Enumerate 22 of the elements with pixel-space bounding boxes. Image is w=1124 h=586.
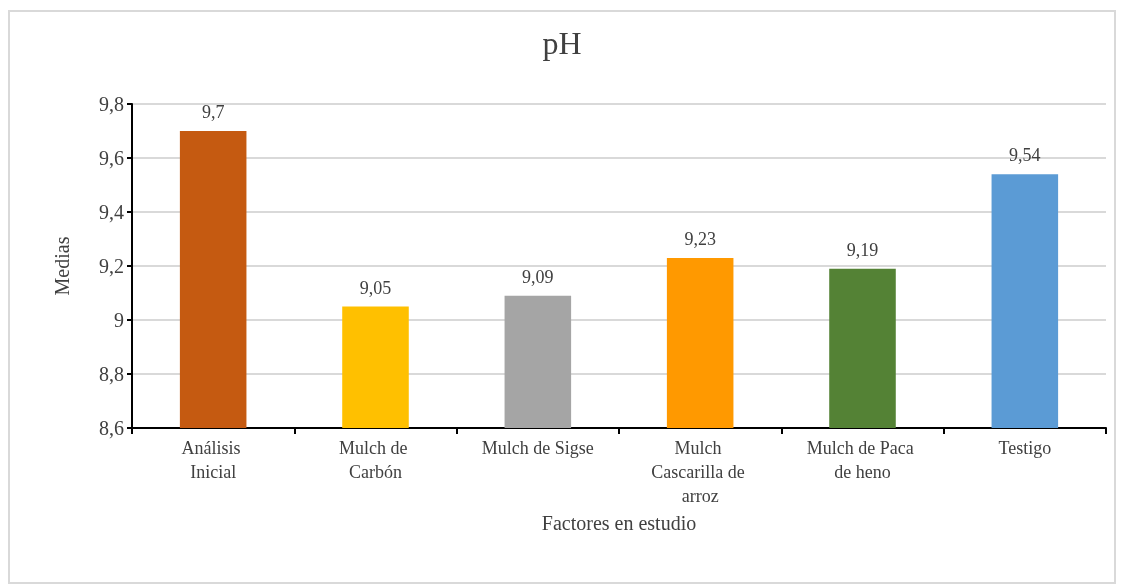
- data-label: 9,23: [684, 228, 716, 249]
- y-tick-label: 9,2: [99, 255, 124, 277]
- y-tick-label: 9,8: [99, 93, 124, 115]
- y-axis-title: Medias: [51, 236, 73, 296]
- x-tick-label: Mulch de Paca de heno: [806, 438, 919, 482]
- y-tick-label: 8,8: [99, 363, 124, 385]
- y-tick-label: 9,6: [99, 147, 124, 169]
- y-tick-label: 8,6: [99, 417, 124, 439]
- data-label: 9,05: [359, 277, 392, 298]
- chart-title: pH: [542, 25, 582, 61]
- x-tick-label: Mulch de Sigse: [481, 438, 594, 458]
- x-axis-title: Factores en estudio: [541, 511, 697, 534]
- x-tick-label: Mulch de Carbón: [339, 438, 412, 482]
- y-tick-label: 9: [114, 309, 124, 331]
- data-label: 9,7: [201, 102, 225, 122]
- x-tick-label: Mulch Cascarilla de arroz: [651, 438, 750, 506]
- data-label: 9,09: [522, 266, 554, 287]
- x-tick-label: Análisis Inicial: [181, 438, 245, 482]
- data-label: 9,54: [1009, 145, 1041, 166]
- x-tick-label: Testigo: [998, 438, 1052, 458]
- data-label: 9,19: [846, 239, 879, 260]
- y-tick-label: 9,4: [99, 201, 124, 223]
